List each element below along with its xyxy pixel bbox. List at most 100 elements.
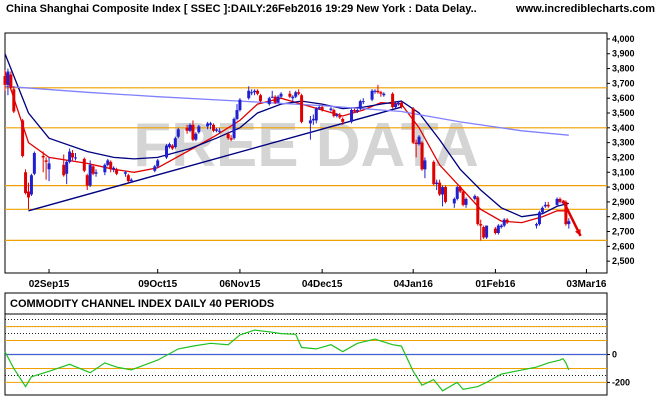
candle-body [373,90,377,92]
candle [276,95,280,103]
candle [41,151,45,173]
candle-body [73,157,77,159]
candle-body [65,161,69,174]
candle-body [499,225,503,228]
candle-body [176,129,180,137]
candle [399,101,403,109]
candle [461,190,465,207]
candle [170,144,174,151]
candle [397,101,401,106]
candle [217,127,221,134]
candle [68,148,72,164]
candle [352,108,356,113]
candle-body [537,212,541,225]
candle [47,157,51,182]
candle-body [91,166,95,174]
candle-body [226,133,230,139]
x-tick-label: 01Feb16 [475,279,515,290]
candle-body [564,201,568,225]
candle-body [379,92,383,94]
chart-title: China Shanghai Composite Index [ SSEC ]:… [6,3,477,15]
candle [332,108,336,118]
candle [206,121,210,130]
site-name[interactable]: www.incrediblecharts.com [515,3,655,15]
candle [173,136,177,149]
candle-body [329,108,333,111]
candle-body [209,123,213,125]
candle [476,195,480,226]
x-tick-label: 03Mar16 [566,279,606,290]
candle [126,173,130,183]
candle-body [441,187,445,195]
candle-body [335,114,339,116]
candle-body [41,155,45,158]
candle-body [256,90,260,94]
candle [443,185,447,204]
cci-title: COMMODITY CHANNEL INDEX DAILY 40 PERIODS [10,298,274,310]
y-tick-label: 3,200 [612,152,635,162]
candle-body [308,120,312,124]
candle [458,185,462,193]
candle [21,118,25,158]
candle [185,124,189,134]
candle-body [476,197,480,225]
candle [123,170,127,177]
candle-body [238,99,242,111]
candle [338,113,342,119]
candle-body [341,118,345,122]
candle [62,154,66,177]
candle [29,173,33,196]
candle-body [314,108,318,121]
candle-body [44,160,48,162]
candle-body [417,136,421,145]
cci-tick-label: -200 [612,377,630,387]
candle-body [167,144,171,148]
cci-panel: COMMODITY CHANNEL INDEX DAILY 40 PERIODS… [4,292,630,396]
candle [270,90,274,99]
candle [555,197,559,207]
candle-body [115,169,119,174]
candle [341,117,345,125]
candle-body [376,90,380,93]
candle [279,92,283,99]
candle-body [206,123,210,127]
candle [115,167,119,176]
candle-body [29,175,33,195]
candle [420,141,424,171]
candle [106,158,110,167]
x-tick-label: 06Nov15 [219,279,261,290]
price-frame [4,32,608,274]
candle [435,179,439,191]
cci-y-axis: 0 -200 [607,350,630,387]
candle [211,123,215,133]
candle-body [270,96,274,98]
candle-body [26,191,30,198]
candle-body [461,191,465,205]
candle [441,185,445,207]
candle [9,71,13,91]
x-tick-label: 02Sep15 [29,279,70,290]
candle [94,169,98,177]
horizontal-levels [5,87,607,242]
candle-body [443,187,447,202]
candle-body [473,195,477,199]
candle-body [279,93,283,97]
candle-body [567,221,571,225]
trendline [28,106,402,212]
candle [88,160,92,188]
candle-body [94,172,98,174]
forecast-arrow-head [575,228,581,236]
candle [71,150,75,161]
candle [214,127,218,133]
moving-average-ma_mid [4,53,569,218]
candle-body [156,160,160,167]
candle-body [496,225,500,233]
candle [355,108,359,113]
candle-body [109,161,113,170]
candle [493,227,497,235]
candle [167,142,171,149]
candle-body [170,145,174,149]
candle [558,197,562,204]
candle [411,107,415,145]
candle [479,219,483,241]
